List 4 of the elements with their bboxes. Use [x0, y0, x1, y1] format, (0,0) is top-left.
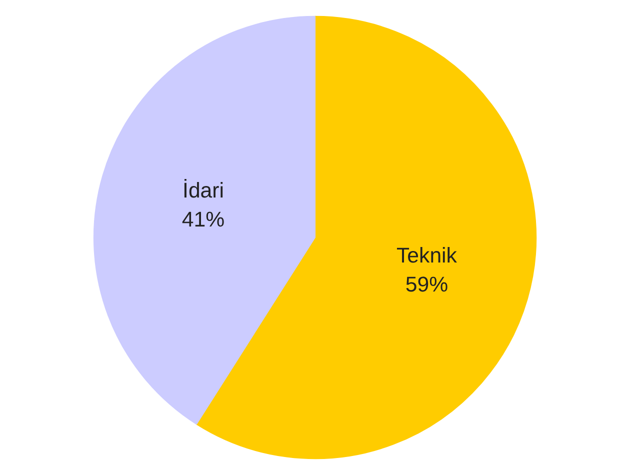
data-label: 41% [182, 208, 225, 232]
data-label: 59% [405, 272, 448, 296]
slice-label: Teknik [396, 243, 458, 268]
slice-label: İdari [182, 178, 224, 203]
